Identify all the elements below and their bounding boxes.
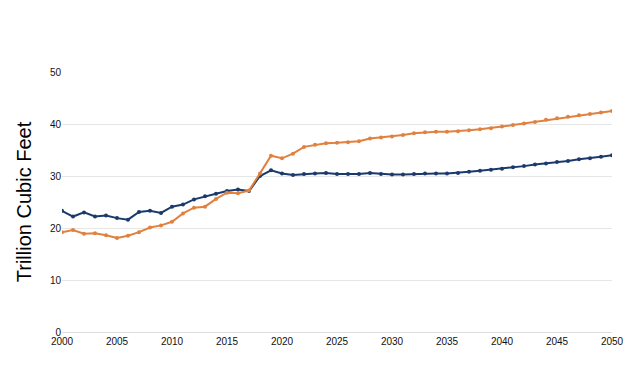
svg-text:2025: 2025	[326, 336, 349, 347]
svg-text:2030: 2030	[381, 336, 404, 347]
svg-text:2005: 2005	[106, 336, 129, 347]
svg-text:20: 20	[50, 223, 62, 234]
svg-text:2050: 2050	[601, 336, 624, 347]
svg-text:0: 0	[55, 327, 61, 338]
svg-text:2015: 2015	[216, 336, 239, 347]
svg-text:30: 30	[50, 171, 62, 182]
svg-text:2010: 2010	[161, 336, 184, 347]
svg-text:2000: 2000	[51, 336, 74, 347]
svg-text:2035: 2035	[436, 336, 459, 347]
svg-text:Trillion Cubic Feet: Trillion Cubic Feet	[13, 121, 35, 282]
svg-text:2040: 2040	[491, 336, 514, 347]
svg-text:50: 50	[50, 67, 62, 78]
svg-text:40: 40	[50, 119, 62, 130]
svg-text:2045: 2045	[546, 336, 569, 347]
svg-text:10: 10	[50, 275, 62, 286]
svg-text:2020: 2020	[271, 336, 294, 347]
